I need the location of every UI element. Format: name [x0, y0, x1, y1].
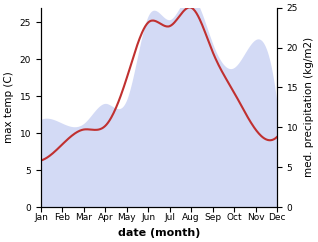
Y-axis label: max temp (C): max temp (C) [4, 71, 14, 143]
Y-axis label: med. precipitation (kg/m2): med. precipitation (kg/m2) [304, 37, 314, 177]
X-axis label: date (month): date (month) [118, 228, 200, 238]
